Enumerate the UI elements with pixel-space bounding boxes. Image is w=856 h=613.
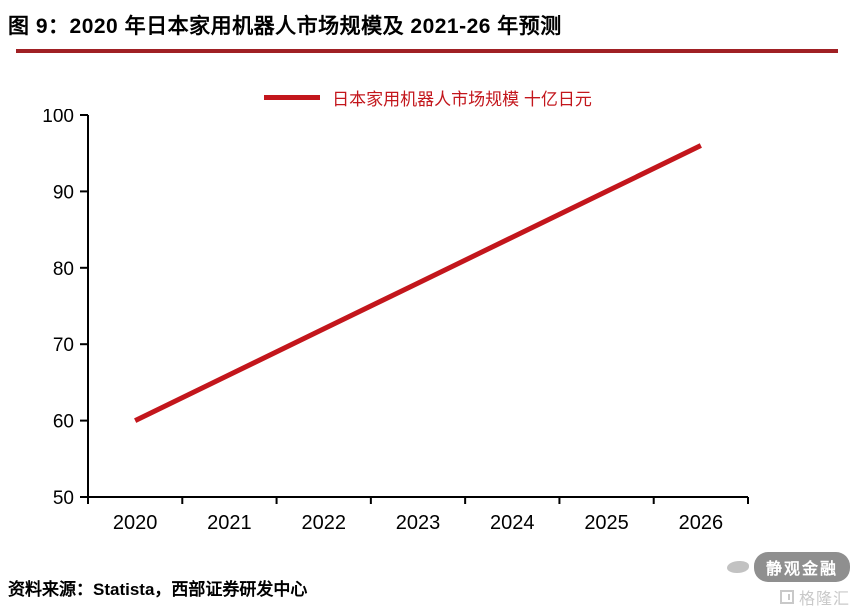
figure-title: 图 9：2020 年日本家用机器人市场规模及 2021-26 年预测 bbox=[8, 15, 562, 38]
chart-legend: 日本家用机器人市场规模 十亿日元 bbox=[0, 87, 856, 109]
flourish-icon bbox=[726, 561, 749, 573]
y-tick-label: 60 bbox=[53, 412, 74, 433]
watermark-brand: 格隆汇 bbox=[798, 591, 850, 608]
figure-header: 图 9：2020 年日本家用机器人市场规模及 2021-26 年预测 bbox=[0, 0, 856, 53]
watermark: 静观金融 格隆汇 bbox=[726, 552, 850, 609]
y-tick-label: 50 bbox=[53, 488, 74, 509]
x-tick-label: 2025 bbox=[584, 512, 629, 534]
gelonghui-logo-icon bbox=[779, 590, 794, 604]
y-tick-label: 90 bbox=[53, 182, 74, 203]
chart-canvas: 50 60 70 80 90 100 2020 2021 2022 2023 2024 2025 202… bbox=[42, 106, 749, 534]
source-note: 资料来源：Statista，西部证券研发中心 bbox=[8, 580, 308, 599]
legend-label: 日本家用机器人市场规模 十亿日元 bbox=[332, 89, 592, 109]
x-tick-label: 2026 bbox=[679, 512, 724, 534]
line-chart: 50 60 70 80 90 100 2020 2021 2022 2023 2024 2025 202… bbox=[0, 106, 856, 554]
brand-row: 格隆汇 bbox=[727, 585, 850, 609]
x-tick-label: 2020 bbox=[113, 512, 158, 534]
y-tick-label: 70 bbox=[53, 335, 74, 356]
x-tick-label: 2022 bbox=[301, 512, 346, 534]
watermark-row: 静观金融 bbox=[726, 552, 850, 582]
x-tick-label: 2023 bbox=[396, 512, 441, 534]
x-tick-label: 2021 bbox=[207, 512, 252, 534]
watermark-name: 静观金融 bbox=[753, 552, 850, 582]
title-rule bbox=[16, 49, 838, 53]
x-tick-label: 2024 bbox=[490, 512, 535, 534]
series-line bbox=[134, 143, 702, 423]
y-tick-label: 80 bbox=[53, 259, 74, 280]
y-tick-label: 100 bbox=[42, 109, 74, 127]
legend-line-swatch-icon bbox=[264, 94, 321, 100]
